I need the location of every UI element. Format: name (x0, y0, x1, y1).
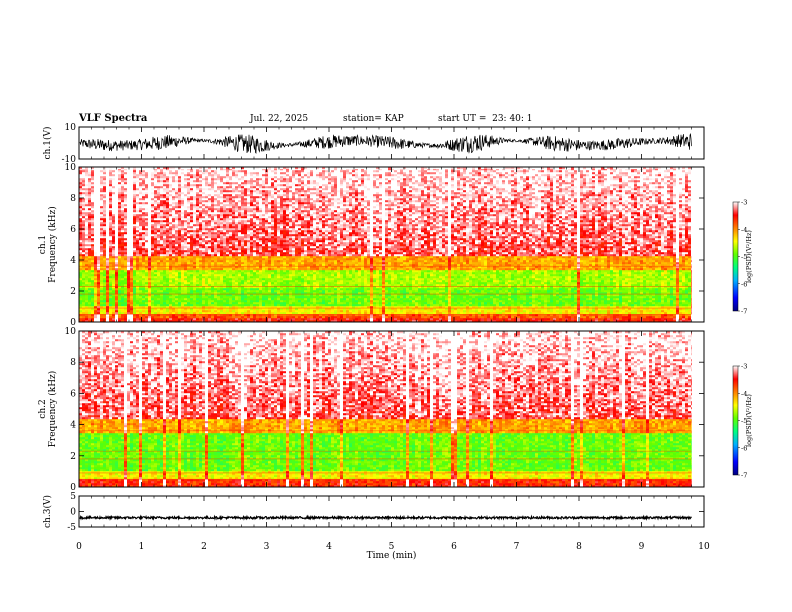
y-tick-label: 5 (70, 492, 76, 502)
colorbar-gradient (733, 366, 738, 475)
y-tick-label: -5 (67, 523, 76, 533)
colorbar-tick-label: -3 (741, 363, 747, 371)
ch3-waveform-panel: 5 0 -5 ch.3(V) (42, 492, 704, 533)
x-tick-label: 3 (264, 542, 270, 552)
vlf-figure: 10-10ch.1(V) 0246810ch.1 Frequency (kHz) … (0, 0, 792, 612)
y-axis-label: ch.1(V) (42, 127, 53, 160)
colorbar-tick-label: -7 (741, 472, 747, 480)
y-tick-label: 8 (70, 358, 76, 368)
x-tick-label: 2 (201, 542, 207, 552)
x-axis-label: Time (min) (367, 550, 417, 561)
y-tick-label: 4 (70, 256, 76, 266)
y-tick-label: 10 (65, 327, 77, 337)
x-tick-label: 7 (514, 542, 520, 552)
ch3-waveform-trace (80, 517, 692, 519)
x-tick-label: 6 (451, 542, 457, 552)
y-tick-label: 0 (70, 508, 76, 518)
y-axis-label: Frequency (kHz) (47, 206, 58, 283)
y-tick-label: 10 (65, 163, 77, 173)
colorbar-label: log(PSD)(V²/Hz) (745, 394, 753, 447)
y-tick-label: 2 (70, 452, 76, 462)
spectrogram-cells (79, 167, 692, 322)
y-tick-label: 10 (65, 123, 77, 133)
x-tick-label: 0 (76, 542, 82, 552)
y-axis-label: ch.1 (38, 235, 48, 254)
y-tick-label: 8 (70, 194, 76, 204)
y-tick-label: 2 (70, 287, 76, 297)
x-tick-label: 9 (639, 542, 645, 552)
ch1-waveform-trace (80, 134, 692, 153)
colorbar-gradient (733, 202, 738, 311)
colorbar-tick-label: -7 (741, 308, 747, 316)
x-tick-label: 10 (698, 542, 710, 552)
y-tick-label: 6 (70, 389, 76, 399)
x-tick-label: 4 (326, 542, 332, 552)
y-tick-label: 6 (70, 225, 76, 235)
colorbar-label: log(PSD)(V²/Hz) (745, 230, 753, 283)
x-tick-label: 1 (139, 542, 145, 552)
x-tick-label: 8 (576, 542, 582, 552)
y-tick-label: 4 (70, 421, 76, 431)
y-axis-label: Frequency (kHz) (47, 371, 58, 448)
spectrogram-cells (79, 331, 692, 487)
y-axis-label: ch.2 (38, 399, 48, 418)
y-axis-label: ch.3(V) (42, 495, 53, 528)
colorbar-tick-label: -3 (741, 199, 747, 207)
